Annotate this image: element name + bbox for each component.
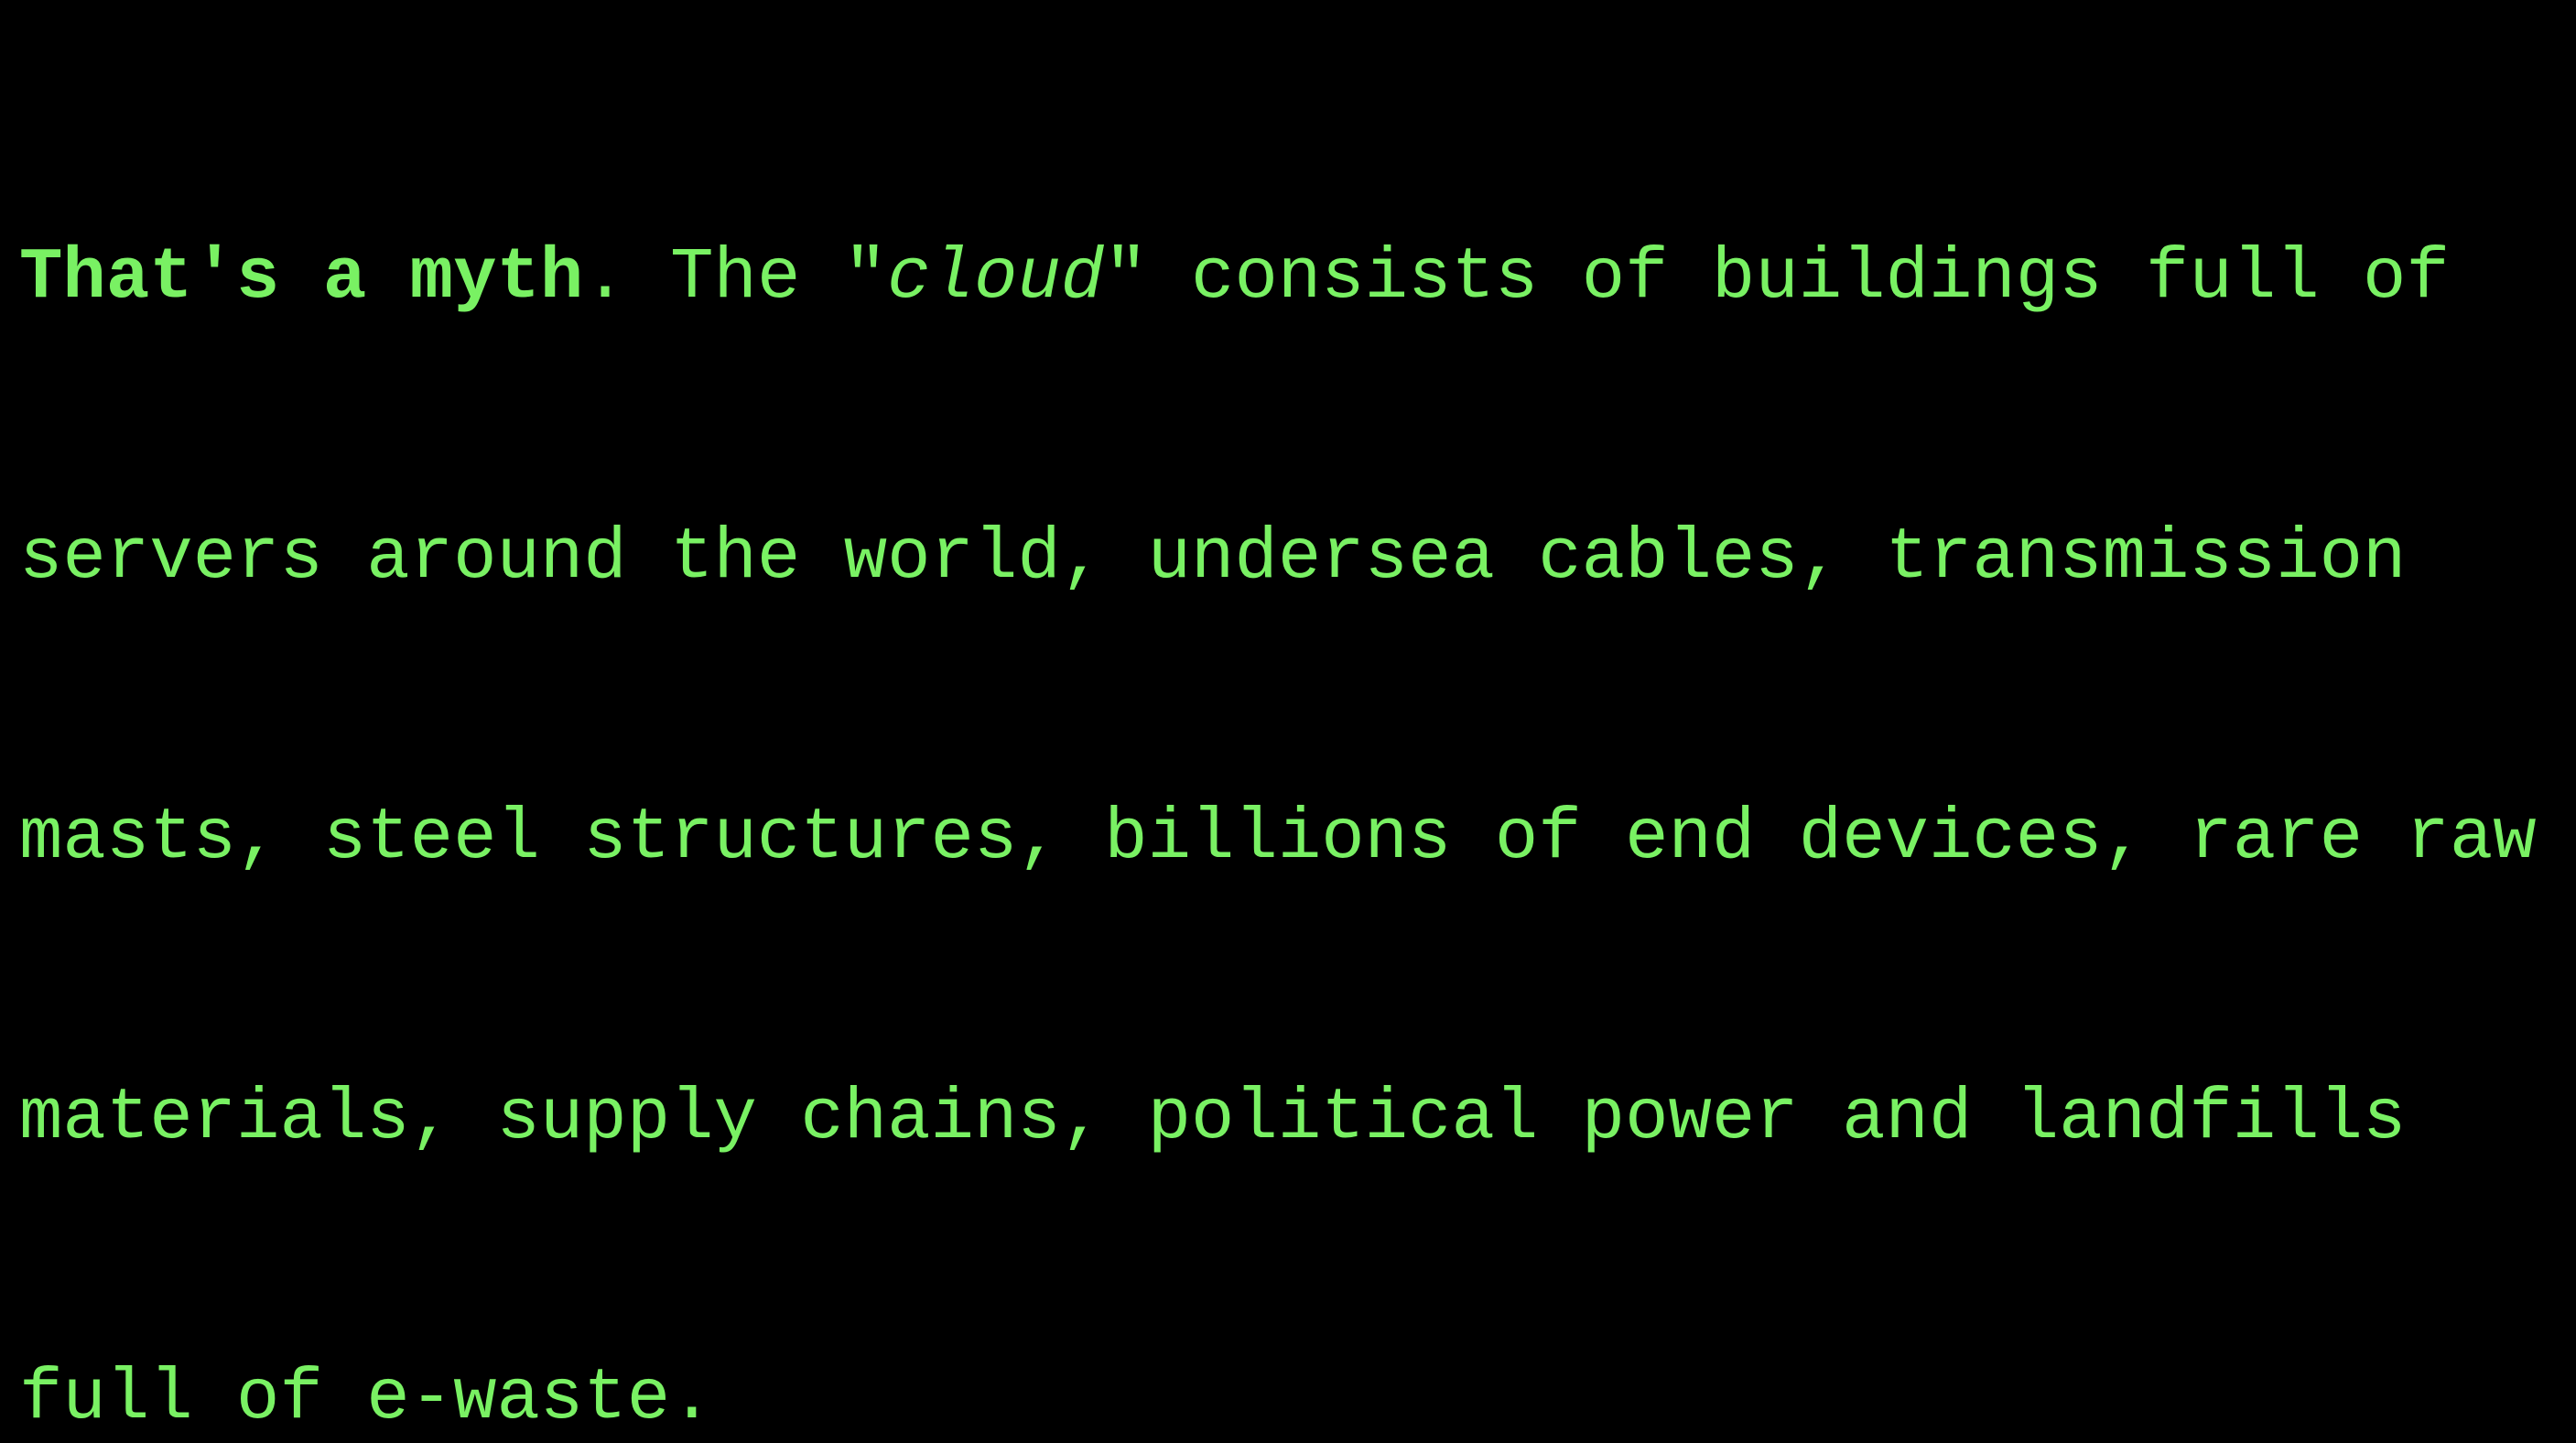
text: materials, supply chains, political powe… [19, 1077, 2407, 1159]
italic-text: cloud [887, 236, 1105, 319]
text-line: full of e-waste. [0, 1351, 2576, 1443]
text-line: That's a myth. The "cloud" consists of b… [0, 231, 2576, 324]
text: . The " [583, 236, 888, 319]
text-line: servers around the world, undersea cable… [0, 511, 2576, 604]
text-line: masts, steel structures, billions of end… [0, 791, 2576, 884]
text: masts, steel structures, billions of end… [19, 797, 2537, 879]
text-line: materials, supply chains, political powe… [0, 1071, 2576, 1165]
text: " consists of buildings full of [1104, 236, 2450, 319]
text: full of e-waste. [19, 1357, 714, 1439]
bold-text: That's a myth [19, 236, 584, 319]
text: servers around the world, undersea cable… [19, 516, 2407, 599]
article-text: That's a myth. The "cloud" consists of b… [0, 44, 2576, 1443]
